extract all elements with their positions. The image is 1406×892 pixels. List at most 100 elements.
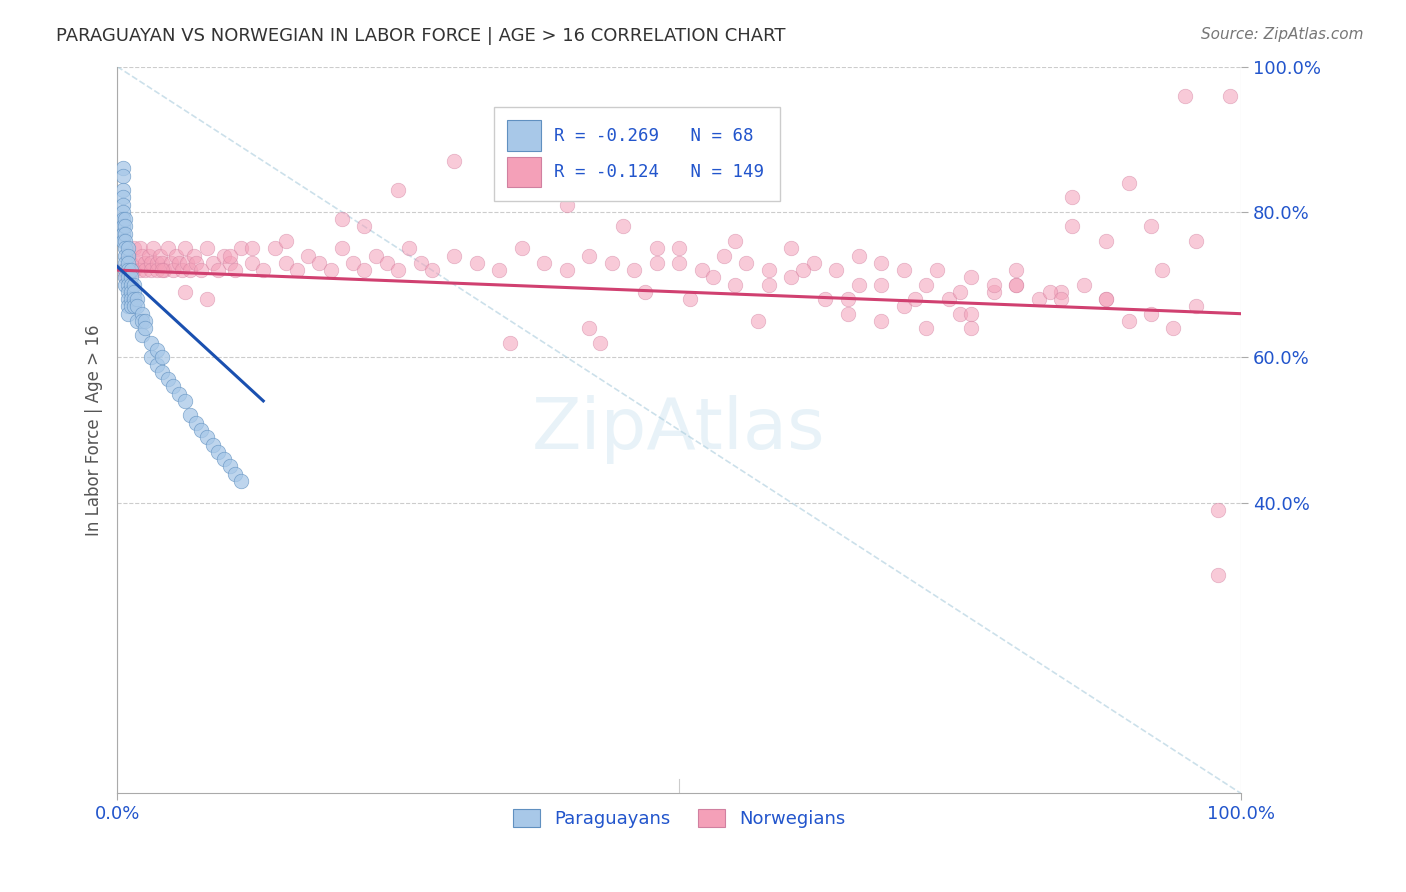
Point — [353, 263, 375, 277]
Point — [114, 241, 136, 255]
Point — [915, 321, 938, 335]
Point — [870, 256, 893, 270]
Point — [111, 227, 134, 241]
Point — [229, 474, 252, 488]
Point — [747, 314, 769, 328]
Point — [134, 321, 156, 335]
Point — [122, 300, 145, 314]
Point — [114, 219, 136, 234]
Point — [409, 256, 432, 270]
Point — [949, 307, 972, 321]
Point — [122, 285, 145, 299]
Point — [176, 256, 198, 270]
Point — [111, 197, 134, 211]
Point — [240, 241, 263, 255]
Point — [387, 263, 409, 277]
Point — [150, 256, 173, 270]
Text: ZipAtlas: ZipAtlas — [533, 395, 825, 465]
Point — [111, 190, 134, 204]
Point — [120, 292, 142, 306]
Point — [679, 292, 702, 306]
Point — [837, 292, 859, 306]
Point — [224, 263, 246, 277]
Point — [1219, 88, 1241, 103]
Point — [172, 263, 194, 277]
Point — [702, 270, 724, 285]
Point — [1185, 300, 1208, 314]
Point — [145, 263, 167, 277]
Point — [138, 248, 160, 262]
Point — [117, 277, 139, 292]
Point — [645, 256, 668, 270]
Point — [122, 277, 145, 292]
Point — [623, 263, 645, 277]
Point — [111, 212, 134, 227]
Point — [1095, 292, 1118, 306]
Point — [131, 314, 153, 328]
Point — [1095, 292, 1118, 306]
Point — [127, 292, 149, 306]
Point — [1118, 314, 1140, 328]
Point — [117, 263, 139, 277]
Point — [938, 292, 960, 306]
Point — [555, 197, 578, 211]
Point — [207, 444, 229, 458]
Point — [803, 256, 825, 270]
Point — [634, 285, 657, 299]
Point — [142, 241, 165, 255]
Point — [224, 467, 246, 481]
Text: Source: ZipAtlas.com: Source: ZipAtlas.com — [1201, 27, 1364, 42]
Point — [127, 256, 149, 270]
Point — [128, 263, 150, 277]
Point — [179, 409, 201, 423]
Point — [218, 248, 240, 262]
Point — [195, 241, 218, 255]
Point — [184, 416, 207, 430]
Point — [488, 263, 510, 277]
Point — [792, 263, 814, 277]
Point — [870, 277, 893, 292]
Point — [114, 234, 136, 248]
Point — [893, 263, 915, 277]
Point — [190, 423, 212, 437]
Point — [1208, 503, 1230, 517]
Point — [111, 169, 134, 183]
Point — [1163, 321, 1185, 335]
Point — [162, 379, 184, 393]
Point — [120, 300, 142, 314]
Point — [499, 169, 522, 183]
Point — [117, 292, 139, 306]
Point — [195, 292, 218, 306]
Point — [510, 241, 533, 255]
Point — [983, 277, 1005, 292]
Point — [117, 307, 139, 321]
Point — [375, 256, 398, 270]
FancyBboxPatch shape — [494, 106, 780, 201]
Point — [364, 248, 387, 262]
Point — [111, 263, 134, 277]
Point — [960, 321, 983, 335]
Point — [1073, 277, 1095, 292]
Point — [117, 248, 139, 262]
Point — [145, 256, 167, 270]
Point — [212, 452, 235, 467]
Point — [165, 248, 187, 262]
Point — [724, 234, 747, 248]
Point — [184, 256, 207, 270]
Point — [735, 256, 758, 270]
Point — [139, 263, 162, 277]
Point — [915, 277, 938, 292]
Point — [114, 270, 136, 285]
Point — [330, 241, 353, 255]
Point — [167, 386, 190, 401]
Point — [1140, 219, 1163, 234]
Point — [120, 285, 142, 299]
Point — [645, 241, 668, 255]
Point — [758, 277, 780, 292]
Point — [387, 183, 409, 197]
Point — [499, 335, 522, 350]
Point — [167, 256, 190, 270]
Point — [443, 154, 465, 169]
Point — [117, 300, 139, 314]
Point — [263, 241, 285, 255]
